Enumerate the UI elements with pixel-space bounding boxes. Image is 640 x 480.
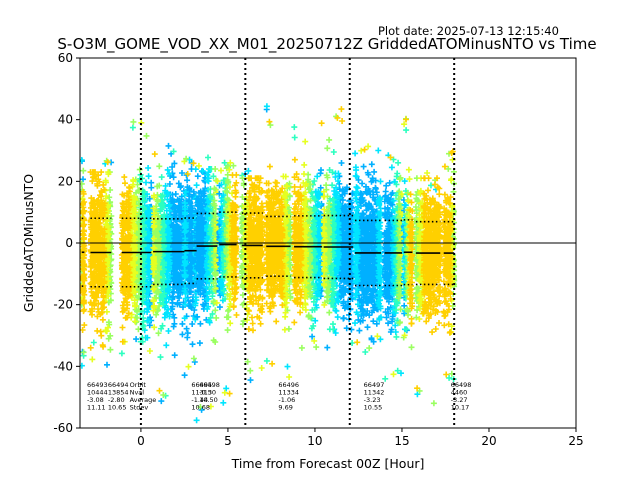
swath-points bbox=[245, 175, 266, 334]
x-tick-label: 15 bbox=[394, 434, 409, 448]
orbit-stat-block: 66498 4460 -3.27 10.17 bbox=[451, 381, 472, 412]
x-axis-ticks: 0 5 10 15 20 25 bbox=[137, 428, 584, 448]
y-tick-label: 40 bbox=[58, 113, 73, 127]
swath-points bbox=[428, 182, 434, 189]
swath-points bbox=[80, 188, 88, 333]
swath-points bbox=[354, 146, 368, 346]
y-axis-label: GriddedATOMinusNTO bbox=[21, 174, 36, 312]
swath-points bbox=[150, 158, 188, 331]
swath-points bbox=[263, 357, 270, 364]
orbit-stat-line: -1.44 bbox=[191, 396, 208, 404]
y-tick-label: -40 bbox=[53, 359, 73, 373]
orbit-stat-block: 66494 13854 -2.80 10.65 bbox=[108, 381, 129, 412]
swath-points bbox=[104, 159, 115, 368]
orbit-stat-line: 10.55 bbox=[364, 404, 383, 412]
orbit-stat-block: 66496 11334 -1.06 9.69 bbox=[278, 381, 299, 412]
swath-points bbox=[245, 167, 252, 174]
orbit-stat-block: 66493 10444 -3.08 11.11 bbox=[87, 381, 108, 412]
orbit-stat-block: 66498 -0.50 10.50 bbox=[199, 381, 220, 404]
x-tick-label: 5 bbox=[224, 434, 232, 448]
orbit-stat-line: Stdev bbox=[130, 404, 149, 412]
x-tick-label: 20 bbox=[481, 434, 496, 448]
chart-title: S-O3M_GOME_VOD_XX_M01_20250712Z GriddedA… bbox=[57, 35, 596, 54]
orbit-stat-line: Nval bbox=[130, 389, 145, 397]
plot-area: 66493 10444 -3.08 11.11 Orbit Nval Average Stde… bbox=[79, 57, 577, 429]
orbit-stat-line: 66498 bbox=[451, 381, 472, 389]
y-tick-label: 60 bbox=[58, 51, 73, 65]
swath-points bbox=[151, 163, 167, 398]
swath-points bbox=[440, 148, 456, 378]
swath-points bbox=[334, 106, 346, 124]
y-tick-label: -60 bbox=[53, 421, 73, 435]
swath-points bbox=[358, 143, 381, 340]
swath-points bbox=[185, 363, 192, 370]
swath-points bbox=[80, 157, 85, 369]
orbit-stat-line: Orbit bbox=[130, 381, 147, 389]
swath-points bbox=[90, 339, 97, 346]
swath-points bbox=[352, 147, 384, 343]
x-axis-label: Time from Forecast 00Z [Hour] bbox=[231, 456, 425, 471]
orbit-stat-line: 9.69 bbox=[278, 404, 292, 412]
orbit-stat-line: 66496 bbox=[278, 381, 299, 389]
orbit-stat-line: -3.08 bbox=[87, 396, 104, 404]
swath-points bbox=[381, 179, 396, 335]
swath-points bbox=[403, 116, 416, 327]
orbit-stat-block: 66497 11342 -3.23 10.55 bbox=[364, 381, 385, 412]
orbit-stat-line: 11334 bbox=[278, 389, 299, 397]
orbit-stat-line: 10.68 bbox=[191, 404, 210, 412]
orbit-stat-line: 66495 bbox=[191, 381, 212, 389]
swath-points bbox=[414, 175, 444, 392]
swath-points bbox=[184, 160, 197, 177]
swath-points bbox=[263, 103, 291, 370]
orbit-stat-line: -1.06 bbox=[278, 396, 295, 404]
orbit-stat-line: -3.23 bbox=[364, 396, 381, 404]
orbit-stat-line: Average bbox=[130, 396, 157, 404]
orbit-stat-line: 13854 bbox=[108, 389, 129, 397]
orbit-stat-line: 66498 bbox=[199, 381, 220, 389]
swath-points bbox=[291, 120, 325, 326]
plot-date: Plot date: 2025-07-13 12:15:40 bbox=[378, 24, 559, 38]
y-tick-label: 0 bbox=[65, 236, 73, 250]
orbit-stat-line: -0.50 bbox=[199, 389, 216, 397]
orbit-stat-line: 66493 bbox=[87, 381, 108, 389]
y-axis-ticks: -60 -40 -20 0 20 40 60 bbox=[53, 51, 80, 435]
x-tick-label: 0 bbox=[137, 434, 145, 448]
orbit-stat-line: 10444 bbox=[87, 389, 108, 397]
orbit-stat-line: -2.80 bbox=[108, 396, 125, 404]
orbit-stat-line: 4460 bbox=[451, 389, 468, 397]
orbit-stat-line: 11.11 bbox=[87, 404, 106, 412]
mean-lines bbox=[81, 243, 455, 254]
swath-points bbox=[387, 154, 394, 161]
swath-points bbox=[362, 349, 369, 355]
swath-points bbox=[151, 151, 163, 394]
y-tick-label: 20 bbox=[58, 174, 73, 188]
orbit-stat-block: 66495 11313 -1.44 10.68 bbox=[191, 381, 212, 412]
orbit-stat-block: Orbit Nval Average Stdev bbox=[130, 381, 157, 412]
swath-points bbox=[414, 186, 439, 398]
x-tick-label: 10 bbox=[307, 434, 322, 448]
orbit-stat-line: 66497 bbox=[364, 381, 385, 389]
swath-points bbox=[183, 155, 197, 362]
orbit-stat-line: 10.65 bbox=[108, 404, 127, 412]
swath-points bbox=[118, 174, 133, 345]
scatter-points bbox=[80, 103, 458, 424]
orbit-stat-line: 11313 bbox=[191, 389, 212, 397]
orbit-stat-line: 10.50 bbox=[199, 396, 218, 404]
orbit-stat-line: 11342 bbox=[364, 389, 385, 397]
std-lines bbox=[81, 211, 455, 288]
y-tick-label: -20 bbox=[53, 298, 73, 312]
orbit-stats: 66493 10444 -3.08 11.11 Orbit Nval Average Stde… bbox=[87, 381, 471, 412]
orbit-stat-line: 66494 bbox=[108, 381, 129, 389]
orbit-stat-line: 10.17 bbox=[451, 404, 470, 412]
swath-points bbox=[366, 345, 373, 352]
orbit-stat-line: -3.27 bbox=[451, 396, 468, 404]
x-tick-label: 25 bbox=[568, 434, 583, 448]
